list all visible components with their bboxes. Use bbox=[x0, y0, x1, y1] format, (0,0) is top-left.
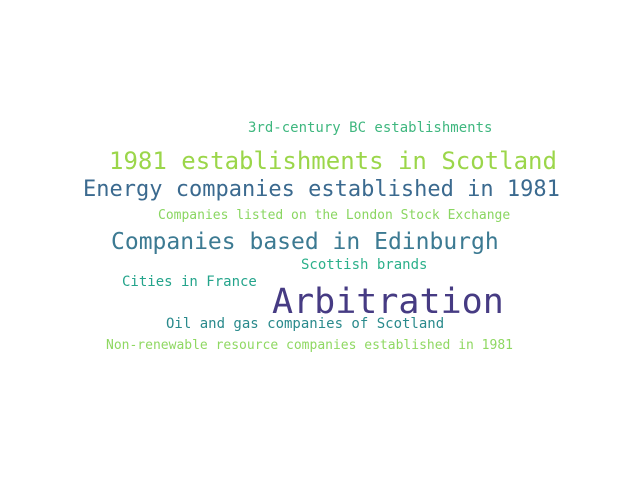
word-arbitration: Arbitration bbox=[272, 282, 504, 322]
word-oil-and-gas-companies-of-scotland: Oil and gas companies of Scotland bbox=[166, 316, 445, 332]
word-cities-in-france: Cities in France bbox=[122, 274, 257, 290]
word-non-renewable-resource-companies: Non-renewable resource companies establi… bbox=[106, 338, 513, 353]
word-1981-establishments-in-scotland: 1981 establishments in Scotland bbox=[109, 147, 557, 175]
word-energy-companies-established-in-1981: Energy companies established in 1981 bbox=[83, 177, 560, 202]
word-companies-based-in-edinburgh: Companies based in Edinburgh bbox=[111, 229, 499, 255]
word-3rd-century-bc-establishments: 3rd-century BC establishments bbox=[248, 120, 493, 136]
word-scottish-brands: Scottish brands bbox=[301, 257, 428, 273]
word-companies-listed-on-lse: Companies listed on the London Stock Exc… bbox=[158, 208, 511, 223]
